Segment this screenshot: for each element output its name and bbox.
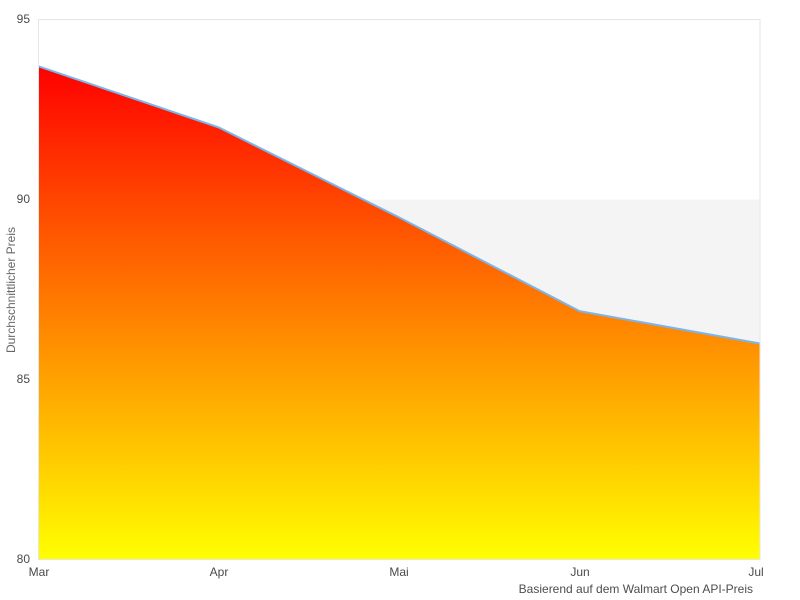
y-tick-95: 95 bbox=[16, 12, 30, 26]
line-series[interactable] bbox=[38, 65, 761, 345]
x-tick-jun: Jun bbox=[570, 565, 590, 579]
plot-border bbox=[38, 19, 761, 560]
x-tick-mar: Mar bbox=[28, 565, 50, 579]
y-axis-title: Durchschnittlicher Preis bbox=[4, 226, 18, 354]
x-tick-apr: Apr bbox=[209, 565, 229, 579]
y-tick-85: 85 bbox=[16, 372, 30, 386]
area-series[interactable] bbox=[38, 66, 761, 560]
x-tick-mai: Mai bbox=[389, 565, 409, 579]
x-tick-jul: Jul bbox=[748, 565, 764, 579]
y-tick-80: 80 bbox=[16, 552, 30, 566]
y-tick-90: 90 bbox=[16, 192, 30, 206]
chart-caption: Basierend auf dem Walmart Open API-Preis bbox=[518, 582, 753, 596]
